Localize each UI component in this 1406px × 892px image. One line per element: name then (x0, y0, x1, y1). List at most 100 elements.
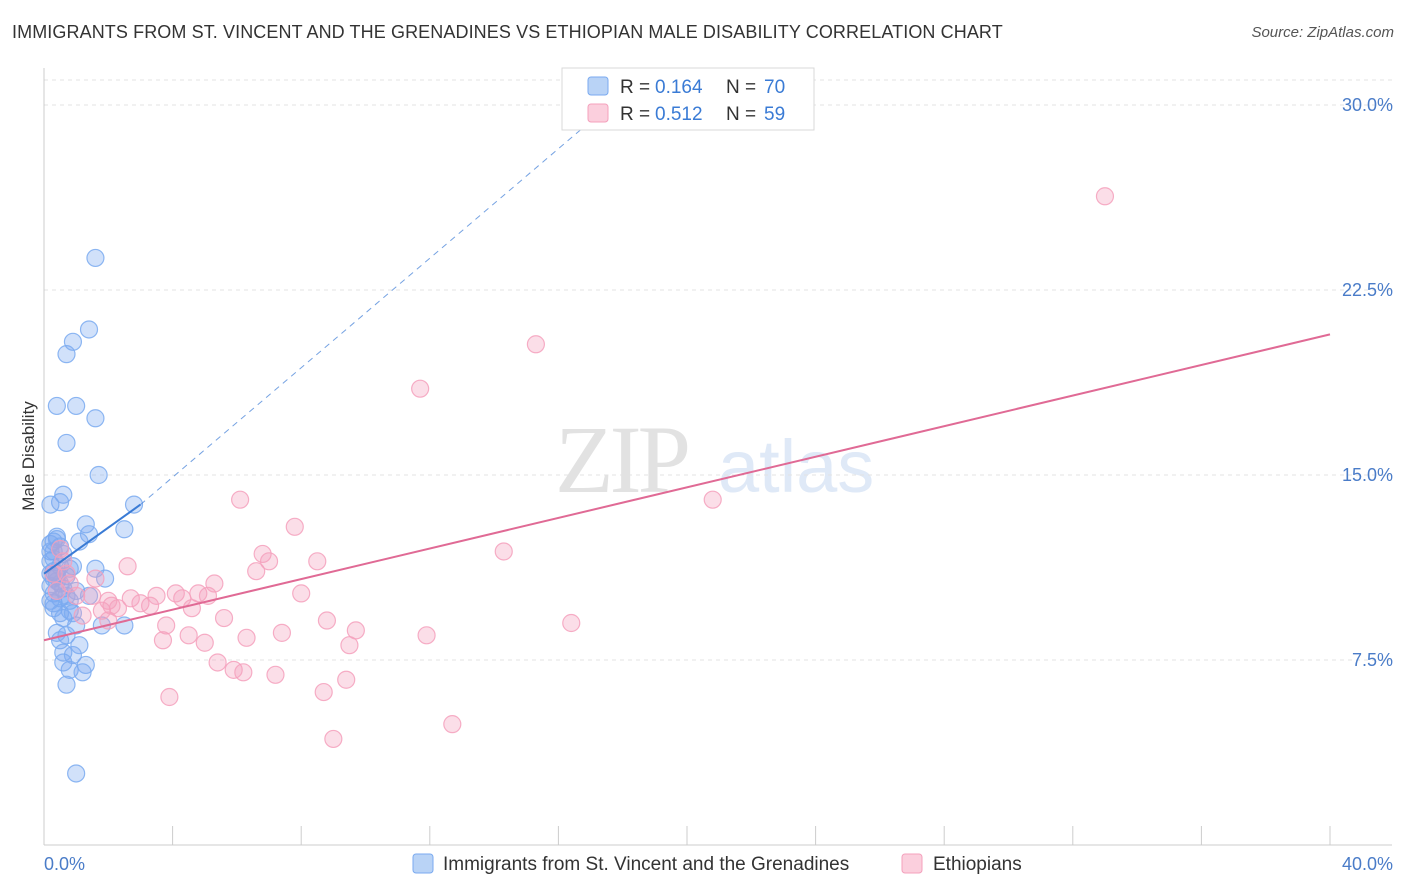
data-point (108, 599, 128, 618)
data-point (179, 626, 198, 645)
data-point (47, 396, 66, 416)
data-point (314, 682, 333, 702)
legend-bottom-label-blue: Immigrants from St. Vincent and the Gren… (443, 854, 849, 875)
data-point (118, 557, 137, 576)
data-point (253, 544, 272, 564)
legend-top-n-value-2: 59 (764, 104, 785, 125)
y-tick-label: 7.5% (1352, 650, 1393, 670)
data-point (195, 633, 214, 652)
data-point (285, 517, 304, 536)
x-tick-label: 0.0% (44, 854, 85, 874)
data-point (57, 675, 76, 694)
data-point (1095, 187, 1115, 206)
legend-bottom-swatch-blue (412, 853, 434, 874)
gridlines (44, 79, 1392, 661)
x-tick-label: 40.0% (1342, 854, 1393, 874)
data-point (324, 729, 343, 749)
legend-top-n-label-1: N = (726, 77, 756, 98)
watermark-atlas: atlas (718, 425, 874, 508)
watermark-zip: ZIP (555, 406, 688, 513)
data-point (317, 611, 337, 630)
legend-top-r-value-2: 0.512 (655, 104, 703, 125)
data-point (308, 552, 327, 571)
data-point (562, 613, 581, 633)
data-point (57, 433, 76, 453)
legend-top-r-value-1: 0.164 (655, 77, 703, 98)
legend-top-swatch-pink (587, 103, 609, 123)
data-point (76, 515, 95, 534)
legend-bottom-swatch-pink (901, 853, 923, 874)
data-point (115, 520, 134, 539)
data-point (57, 564, 76, 583)
source-label: Source: ZipAtlas.com (1251, 24, 1394, 41)
data-point (231, 490, 250, 509)
data-point (160, 687, 179, 707)
data-point (63, 332, 83, 351)
y-tick-label: 15.0% (1342, 465, 1393, 485)
data-point (99, 591, 118, 610)
legend-top-n-label-2: N = (726, 104, 756, 125)
legend-bottom-label-pink: Ethiopians (933, 854, 1022, 875)
data-point (54, 653, 73, 672)
legend-top-swatch-blue (587, 76, 609, 96)
data-point (95, 569, 115, 588)
data-point (346, 621, 365, 640)
series-pink-points (44, 187, 1115, 749)
data-point (86, 248, 105, 268)
y-tick-labels: 7.5% 15.0% 22.5% 30.0% (1342, 95, 1393, 670)
data-point (73, 606, 92, 625)
data-point (147, 586, 166, 605)
data-point (266, 665, 285, 684)
data-point (67, 764, 86, 783)
data-point (79, 320, 99, 339)
data-point (70, 636, 89, 655)
data-point (208, 653, 227, 672)
x-tick-labels: 0.0% 40.0% (44, 854, 1393, 874)
x-ticks (43, 826, 1331, 845)
y-tick-label: 22.5% (1342, 280, 1393, 300)
data-point (63, 557, 83, 576)
data-point (124, 495, 144, 514)
data-point (86, 559, 105, 578)
data-point (417, 626, 436, 645)
data-point (67, 396, 86, 416)
data-point (205, 574, 224, 593)
data-point (237, 628, 256, 647)
data-point (121, 589, 140, 608)
data-point (292, 584, 311, 603)
data-point (50, 493, 70, 512)
data-point (73, 663, 92, 682)
data-point (86, 569, 105, 588)
data-point (494, 542, 513, 561)
data-point (337, 670, 356, 689)
data-point (153, 631, 173, 650)
y-tick-label: 30.0% (1342, 95, 1393, 115)
data-point (86, 409, 105, 428)
series-blue-points (41, 248, 144, 783)
data-point (234, 663, 253, 682)
y-axis-label: Male Disability (19, 401, 38, 511)
legend-top-r-label-1: R = (620, 77, 650, 98)
data-point (83, 586, 102, 605)
data-point (47, 581, 66, 601)
legend-top-n-value-1: 70 (764, 77, 785, 98)
data-point (703, 490, 722, 509)
trendline-pink (43, 333, 1331, 642)
legend-bottom: Immigrants from St. Vincent and the Gren… (412, 853, 1022, 875)
data-point (214, 608, 234, 628)
data-point (89, 465, 108, 485)
chart-title: IMMIGRANTS FROM ST. VINCENT AND THE GREN… (12, 22, 1003, 42)
data-point (443, 715, 462, 734)
data-point (259, 552, 279, 571)
data-point (272, 623, 292, 642)
data-point (157, 616, 176, 635)
legend-top-r-label-2: R = (620, 104, 650, 125)
data-point (411, 379, 430, 398)
data-point (67, 586, 86, 605)
legend-top: R = 0.164 N = 70 R = 0.512 N = 59 (561, 67, 815, 131)
data-point (247, 562, 266, 581)
data-point (54, 643, 73, 662)
data-point (47, 530, 66, 549)
data-point (526, 335, 545, 354)
